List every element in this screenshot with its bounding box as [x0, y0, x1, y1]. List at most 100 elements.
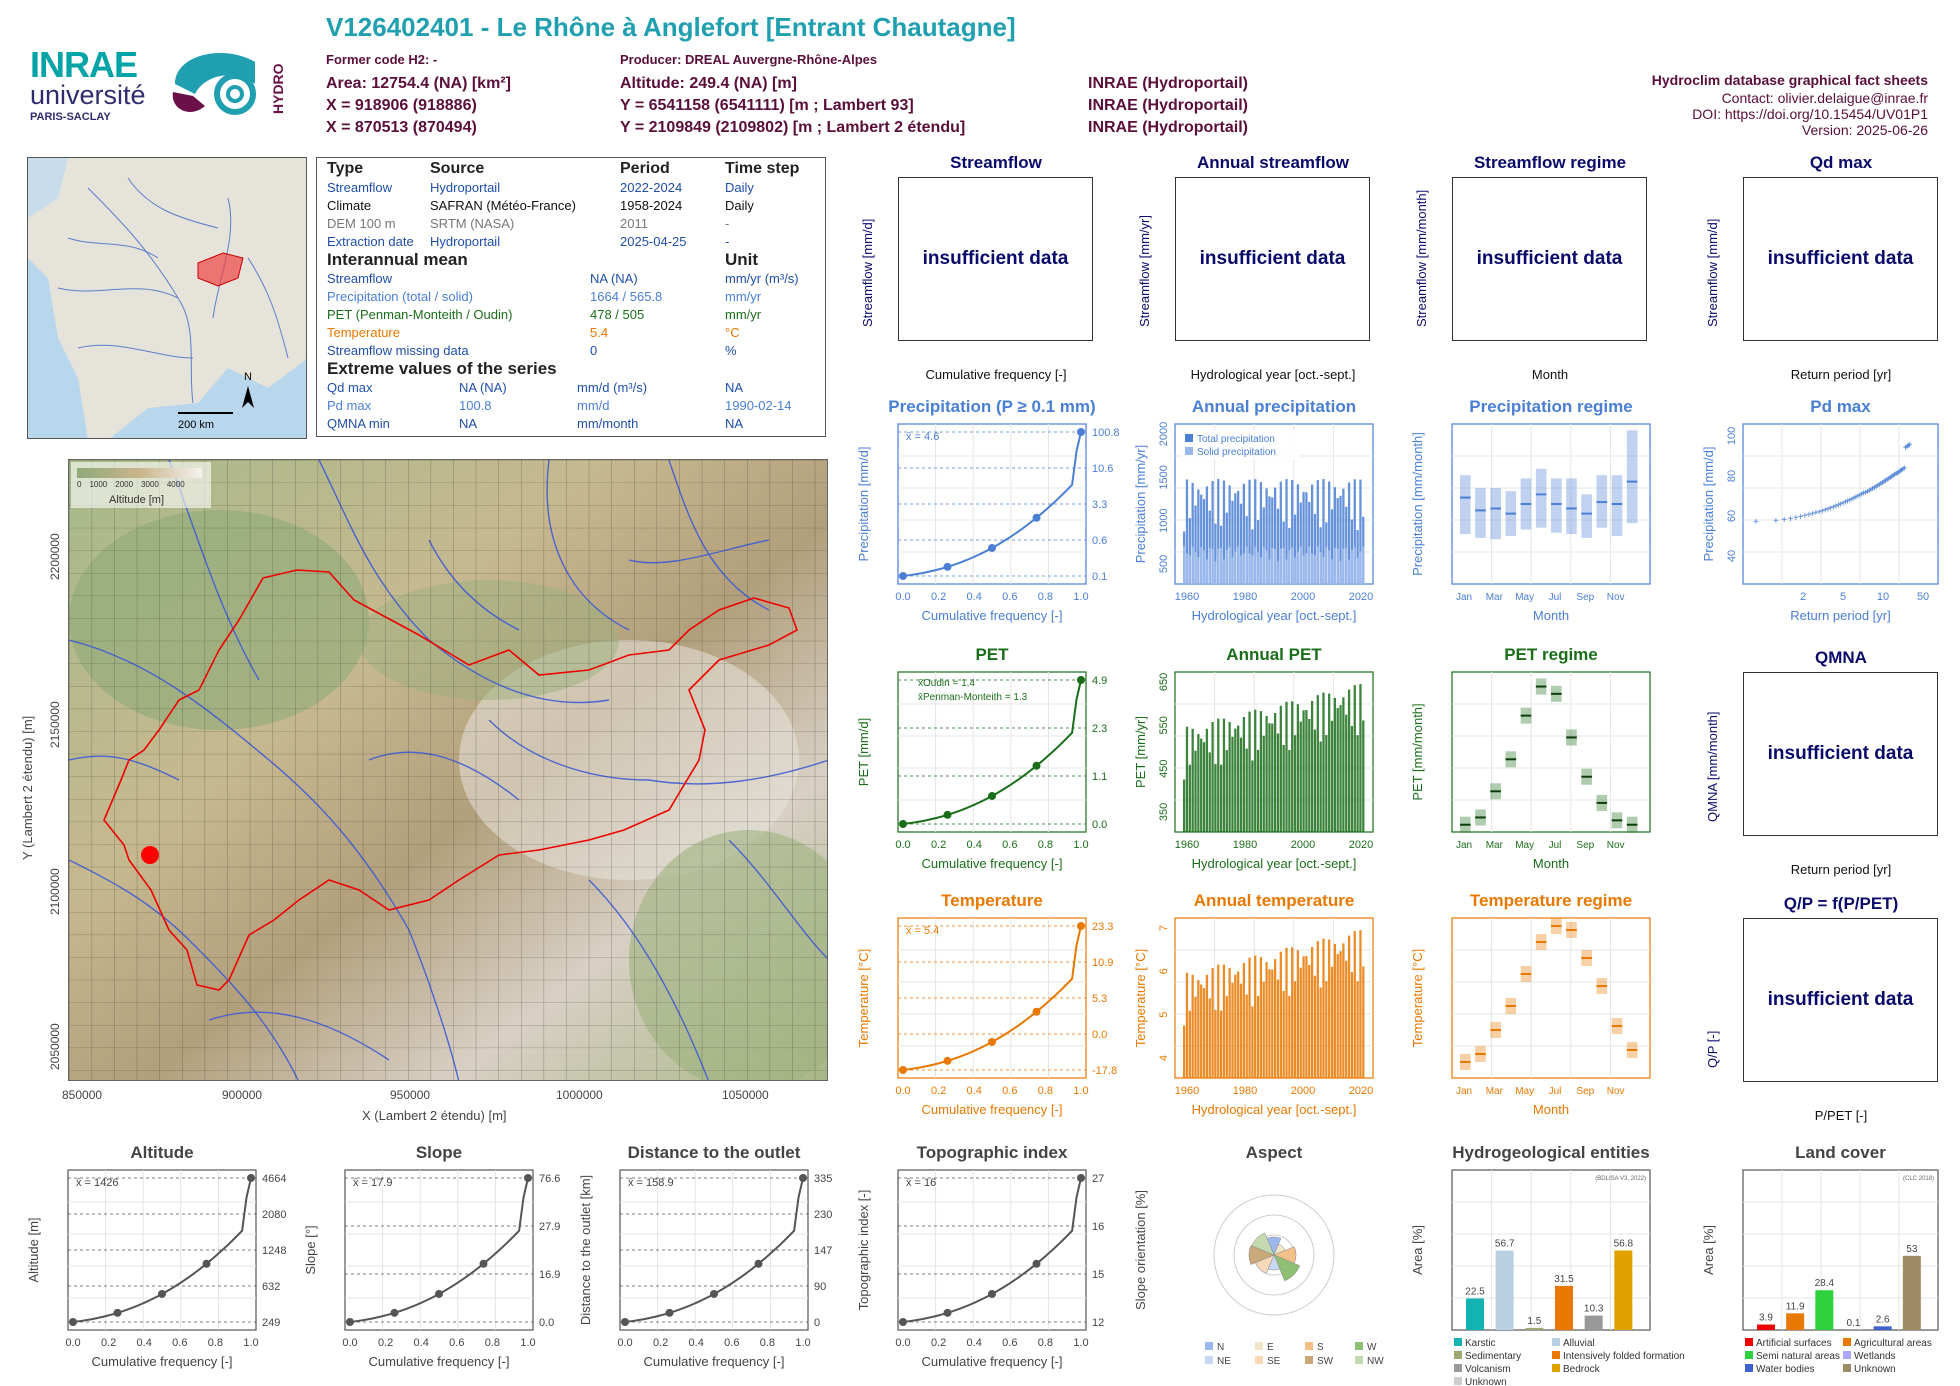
annual_temp-bar [1208, 998, 1211, 1078]
hydrogeo-value-label: 22.5 [1465, 1287, 1485, 1298]
map-xtick-4: 1050000 [722, 1088, 769, 1102]
pd_max-xlabel: Return period [yr] [1790, 608, 1890, 623]
annual_pet-bar [1202, 742, 1206, 832]
pd-point: + [1903, 443, 1909, 454]
pd-point: + [1883, 476, 1889, 487]
annual_pet-xtick: 1960 [1175, 839, 1199, 851]
qmna-xlabel: Return period [yr] [1790, 862, 1892, 877]
annual_temp-title: Annual temperature [1194, 891, 1355, 910]
inrae-logo: INRAE université PARIS-SACLAY [30, 44, 146, 123]
annual_pet-bar [1219, 764, 1223, 832]
pet_regime-month: May [1515, 840, 1534, 851]
pd-point: + [1873, 482, 1879, 493]
source-3: INRAE (Hydroportail) [1088, 119, 1248, 136]
mean-cell-2: mm/yr (m³/s) [725, 270, 799, 286]
annual_precip-bar [1214, 523, 1217, 584]
temp_cdf-right-tick: 10.9 [1092, 957, 1113, 969]
topo-quantile-point [899, 1318, 907, 1326]
solid-precip-bar [1291, 547, 1294, 584]
pet_cdf-quantile-point [899, 820, 907, 828]
annual_precip-bar [1313, 514, 1317, 584]
pd-point: + [1880, 478, 1886, 489]
aspect-legend: S [1317, 1342, 1324, 1353]
topo-right-tick: 27 [1092, 1173, 1104, 1185]
solid-precip-bar [1299, 546, 1302, 584]
pd-point: + [1798, 512, 1804, 523]
pd-point: + [1816, 507, 1822, 518]
annual_pet-bar [1265, 715, 1268, 832]
info-cell-0: Streamflow [327, 179, 393, 195]
precip_regime-xlabel: Month [1533, 608, 1569, 623]
annual_pet-bar [1353, 685, 1356, 832]
hydrogeo-legend-key [1454, 1338, 1462, 1346]
map-leg-t1: 1000 [89, 480, 108, 489]
pd-point: + [1849, 495, 1855, 506]
hydrogeo-title: Hydrogeological entities [1452, 1143, 1649, 1162]
annual_temp-ytick: 5 [1158, 1012, 1170, 1018]
mean-cell-1: 478 / 505 [590, 307, 645, 323]
precip_regime-box [1551, 478, 1562, 533]
annual_precip-bar [1271, 497, 1274, 584]
pd-point: + [1892, 470, 1898, 481]
map-xlabel: X (Lambert 2 étendu) [m] [362, 1108, 507, 1123]
mean-cell-2: mm/yr [725, 307, 762, 323]
annual_precip-bar [1293, 514, 1297, 584]
distance-quantile-point [754, 1259, 763, 1268]
info-table: Type Source Period Time step Streamflow H… [316, 157, 826, 437]
topo-quantile-point [1032, 1259, 1041, 1268]
temp_cdf-xtick: 1.0 [1073, 1085, 1088, 1097]
annual_precip-bar [1347, 482, 1351, 584]
annual_pet-bar [1205, 728, 1209, 832]
annual_precip-ytick: 500 [1158, 555, 1170, 573]
annual_temp-ylabel: Temperature [°C] [1133, 949, 1148, 1047]
annual_pet-bar [1231, 736, 1234, 832]
precip_cdf-frame [897, 423, 1087, 585]
mean-cell-0: Precipitation (total / solid) [327, 288, 473, 304]
hydro-logo-text: HYDRO [270, 63, 286, 114]
annual_pet-bar [1245, 748, 1248, 832]
info-cell-0: Extraction date [327, 234, 414, 250]
precip_regime-month: Jan [1456, 592, 1472, 603]
aspect-legend-key [1355, 1342, 1363, 1350]
pd-point: + [1855, 492, 1861, 503]
pd_max-xtick: 2 [1800, 591, 1806, 603]
hydrogeo-value-label: 10.3 [1584, 1304, 1604, 1315]
precip_regime-box [1535, 468, 1547, 528]
annual_precip-xtick: 2020 [1349, 591, 1373, 603]
pd-point: + [1890, 471, 1896, 482]
annual_pet-bar [1271, 723, 1274, 832]
aspect-legend-key [1305, 1342, 1313, 1350]
hydrogeo-legend: Unknown [1465, 1377, 1507, 1386]
precip_cdf-ylabel: Precipitation [mm/d] [856, 447, 871, 562]
pd-point: + [1881, 477, 1887, 488]
annual_pet-bar [1328, 693, 1331, 832]
mean-cell-2: % [725, 343, 737, 359]
annual_temp-bar [1313, 975, 1317, 1078]
annual_pet-ytick: 350 [1158, 803, 1170, 821]
annual_precip-bar [1322, 479, 1325, 584]
pd-point: + [1825, 504, 1831, 515]
solid-precip-bar [1336, 549, 1339, 584]
streamflow-title: Streamflow [950, 153, 1042, 172]
annual_precip-legend-key [1185, 434, 1193, 442]
annual_pet-ytick: 450 [1158, 759, 1170, 777]
precip_cdf-right-tick: 0.1 [1092, 571, 1107, 583]
annual_pet-bar [1239, 737, 1243, 832]
legend-bg [1181, 430, 1301, 460]
aspect-sector [1248, 1245, 1275, 1265]
annual_pet-bar [1288, 749, 1291, 832]
altitude-right-tick: 632 [262, 1281, 280, 1293]
pet_regime-ylabel: PET [mm/month] [1410, 703, 1425, 800]
solid-precip-bar [1202, 550, 1206, 584]
x2: X = 870513 (870494) [326, 119, 477, 136]
altitude-xtick: 0.8 [208, 1337, 223, 1349]
solid-precip-bar [1211, 548, 1214, 584]
info-row: Streamflow Hydroportail 2022-2024 Daily [327, 178, 815, 196]
station-marker[interactable] [141, 846, 159, 864]
solid-precip-bar [1319, 551, 1322, 584]
annual_temp-bar [1239, 983, 1243, 1078]
annual_pet-bar [1191, 728, 1194, 832]
altitude-map: 0 1000 2000 3000 4000 Altitude [m] [68, 459, 828, 1081]
annual_precip-legend-key [1185, 447, 1193, 455]
annual_temp-xtick: 1960 [1175, 1085, 1199, 1097]
